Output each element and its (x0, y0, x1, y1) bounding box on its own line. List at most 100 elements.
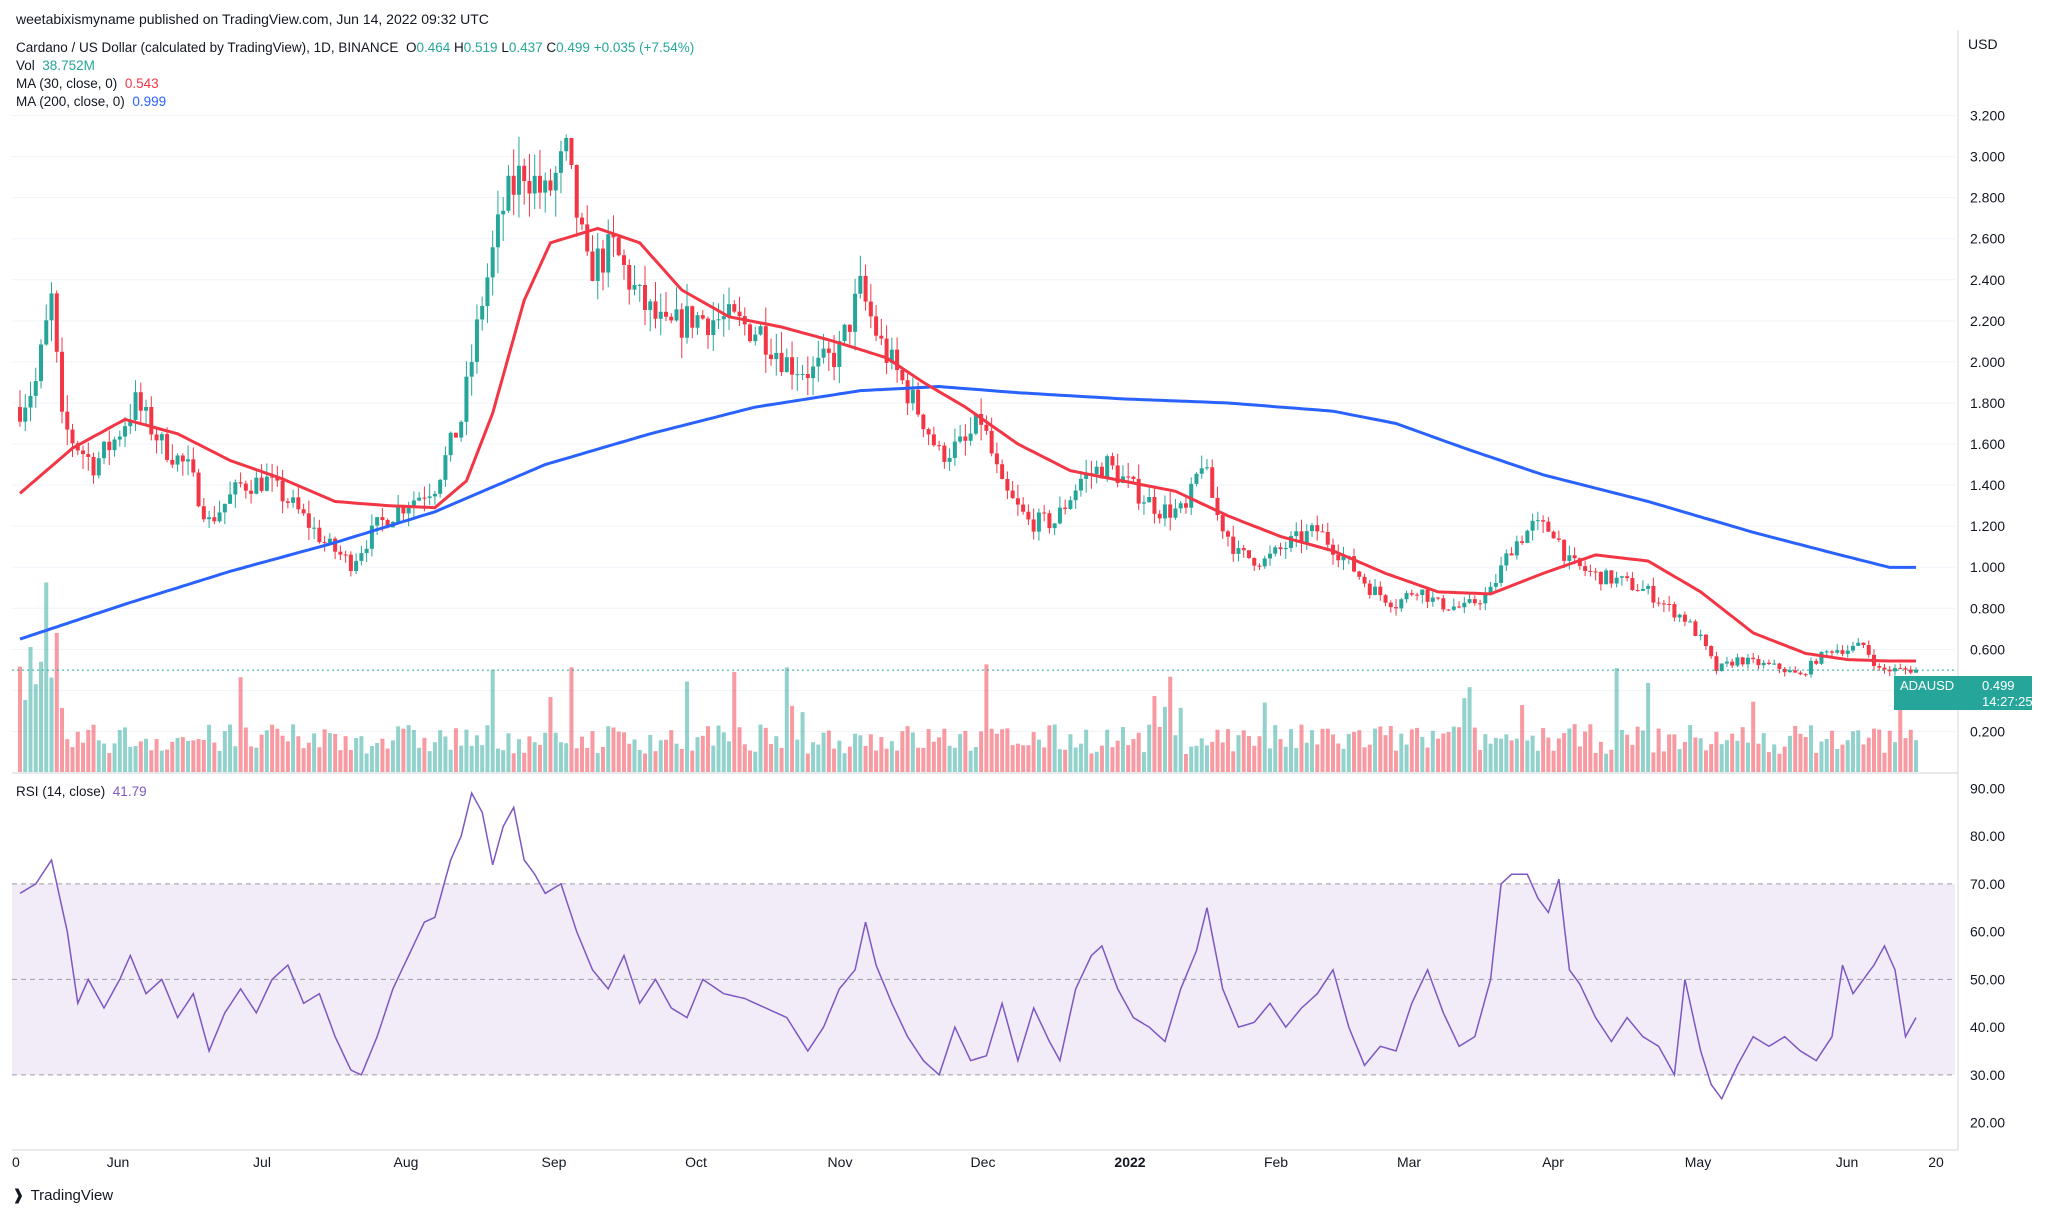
volume-bar (1887, 730, 1892, 772)
candle-body (1357, 571, 1362, 577)
candle-body (1693, 621, 1698, 636)
candle-body (606, 234, 611, 273)
volume-bar (1656, 728, 1661, 772)
volume-bar (1698, 738, 1703, 772)
volume-bar (75, 731, 80, 772)
candle-body (931, 434, 936, 446)
candle-body (1488, 586, 1493, 594)
volume-bar (863, 745, 868, 772)
candle-body (1504, 553, 1509, 566)
candle-body (375, 517, 380, 526)
candle-body (621, 255, 626, 265)
candle-body (23, 407, 28, 422)
candle-body (1577, 558, 1582, 567)
volume-bar (138, 741, 143, 772)
candle-body (417, 497, 422, 501)
candle-body (1483, 593, 1488, 604)
volume-bar (1325, 728, 1330, 772)
rsi-label: RSI (14, close) (16, 784, 106, 799)
candle-body (1472, 599, 1477, 604)
candle-body (18, 407, 22, 422)
volume-bar (1861, 744, 1866, 772)
volume-bar (579, 736, 584, 772)
volume-bar (1730, 733, 1735, 772)
candle-body (1803, 674, 1808, 676)
volume-bar (600, 746, 605, 772)
price-axis-label: 2.200 (1970, 313, 2005, 329)
candle-body (501, 210, 506, 215)
volume-bar (91, 724, 96, 772)
volume-bar (1394, 750, 1399, 772)
volume-bar (1210, 741, 1215, 772)
volume-bar (207, 724, 212, 772)
volume-bar (606, 726, 611, 772)
candle-body (495, 214, 500, 248)
candle-body (1383, 595, 1388, 603)
candle-body (1667, 603, 1672, 605)
volume-bar (1451, 726, 1456, 772)
candle-body (259, 477, 264, 491)
volume-bar (516, 739, 521, 772)
candle-body (1646, 585, 1651, 589)
candle-body (1225, 531, 1230, 537)
candle-body (1614, 577, 1619, 584)
symbol-title: Cardano / US Dollar (calculated by Tradi… (16, 40, 399, 55)
candle-body (291, 497, 296, 503)
candle-body (564, 137, 569, 152)
volume-bar (1162, 706, 1167, 772)
volume-bar (275, 728, 280, 772)
candles (18, 134, 1918, 678)
price-axis-label: 0.200 (1970, 723, 2005, 739)
candle-body (758, 326, 763, 335)
volume-bar (1525, 740, 1530, 772)
candle-body (1672, 604, 1677, 618)
volume-bar (1336, 743, 1341, 772)
candle-body (664, 311, 669, 317)
candle-body (1462, 602, 1467, 608)
volume-bar (443, 736, 448, 772)
volume-bar (354, 738, 359, 772)
volume-bar (291, 724, 296, 772)
candle-body (1572, 555, 1577, 559)
volume-bar (910, 732, 915, 772)
volume-bar (159, 750, 164, 772)
volume-bar (411, 730, 416, 772)
candle-body (968, 433, 973, 441)
volume-bar (1677, 749, 1682, 772)
rsi-axis-label: 20.00 (1970, 1115, 2005, 1131)
candle-body (921, 414, 926, 430)
price-axis-label: 3.000 (1970, 149, 2005, 165)
candle-body (1457, 606, 1462, 608)
time-axis-label: Dec (971, 1154, 996, 1170)
volume-bar (952, 747, 957, 772)
candle-body (422, 497, 427, 499)
volume-bar (18, 666, 22, 772)
candle-body (1173, 508, 1178, 518)
volume-bar (1031, 732, 1036, 772)
volume-bar (506, 733, 511, 772)
volume-bar (1766, 752, 1771, 772)
candle-body (1241, 548, 1246, 551)
candle-body (1698, 634, 1703, 636)
volume-bar (233, 746, 238, 772)
candle-body (1499, 565, 1504, 583)
candle-body (133, 392, 138, 420)
volume-bar (816, 744, 821, 772)
candle-body (1304, 531, 1309, 543)
candle-body (947, 457, 952, 462)
volume-bar (1036, 739, 1041, 772)
candle-body (427, 496, 432, 498)
volume-bar (669, 730, 674, 772)
volume-bar (1898, 705, 1903, 772)
volume-bar (1136, 732, 1141, 772)
volume-bar (1583, 731, 1588, 772)
candle-body (1168, 504, 1173, 518)
candle-body (1677, 614, 1682, 618)
candle-body (1084, 473, 1089, 479)
rsi-axis-label: 60.00 (1970, 924, 2005, 940)
price-axis-label: 1.200 (1970, 518, 2005, 534)
volume-bar (574, 748, 579, 772)
volume-bar (1362, 747, 1367, 772)
tradingview-brand[interactable]: ❱ TradingView (12, 1186, 113, 1205)
